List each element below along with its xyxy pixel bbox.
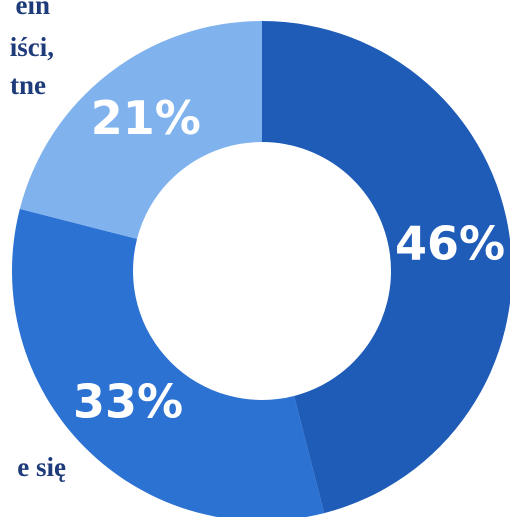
- donut-slice: [262, 21, 510, 514]
- value-label: 46%: [395, 217, 505, 271]
- annotation: ein: [15, 0, 50, 20]
- annotation: tne: [10, 70, 46, 100]
- annotation: e się: [17, 452, 66, 482]
- value-label: 21%: [91, 91, 201, 145]
- annotation: iści,: [10, 32, 54, 62]
- value-label: 33%: [73, 374, 183, 428]
- donut-slice: [19, 21, 262, 239]
- donut-slice: [12, 208, 325, 517]
